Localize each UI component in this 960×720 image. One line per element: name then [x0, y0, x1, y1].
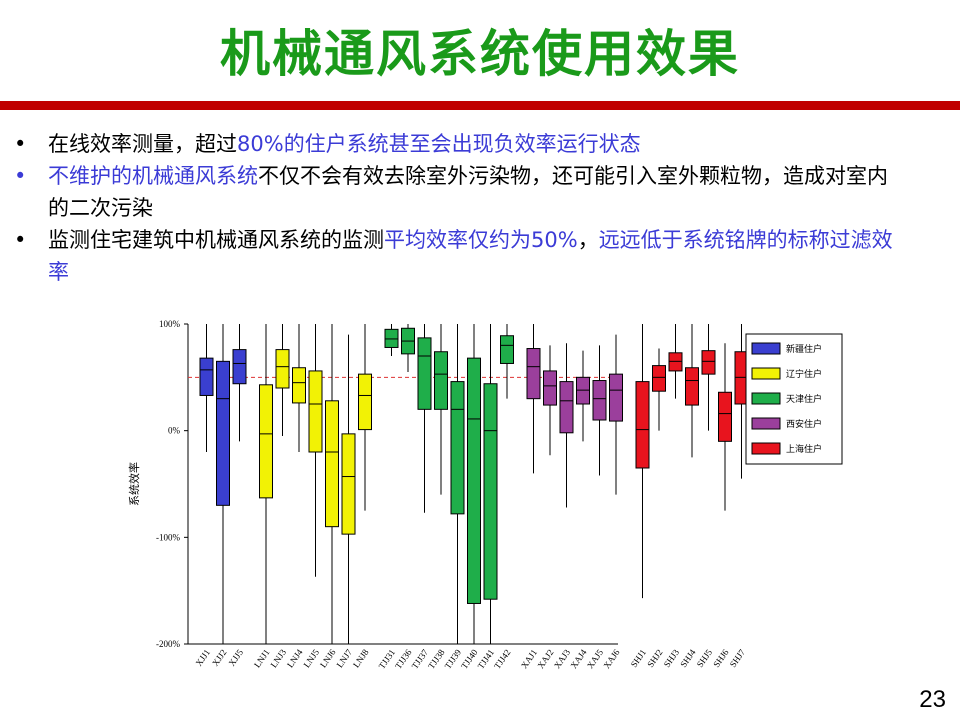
legend-swatch: [751, 367, 781, 380]
legend-label: 辽宁住户: [786, 368, 822, 379]
box-body: [543, 370, 557, 406]
x-tick-label: TJJ37: [410, 647, 431, 671]
box-body: [259, 384, 273, 499]
x-tick-label: SHJ7: [728, 647, 748, 669]
box-body: [341, 433, 356, 535]
x-tick-label: LNJ3: [268, 647, 288, 670]
box-body: [358, 373, 372, 431]
box-body: [232, 349, 247, 385]
box-body: [308, 370, 323, 453]
x-tick-label: TJJ38: [426, 647, 447, 671]
bullet-dot: •: [14, 228, 27, 252]
bullet-item: • 不维护的机械通风系统不仅不会有效去除室外污染物，还可能引入室外颗粒物，造成对…: [8, 160, 908, 224]
box-body: [467, 357, 481, 604]
box-body: [275, 349, 290, 389]
x-tick-label: XJJ5: [227, 647, 246, 668]
x-tick-label: TJJ31: [377, 647, 398, 670]
box-body: [500, 335, 514, 364]
x-tick-label: XJJ1: [194, 647, 213, 667]
x-tick-label: XAJ3: [552, 647, 573, 670]
y-axis-label: 系统效率: [127, 462, 141, 506]
x-tick-label: LNJ7: [334, 647, 354, 670]
x-tick-label: TJJ41: [476, 647, 497, 670]
box-body: [434, 351, 448, 410]
x-tick-label: TJJ40: [459, 647, 480, 671]
x-tick-label: TJJ42: [492, 647, 513, 670]
legend-swatch: [751, 392, 781, 405]
page-number: 23: [919, 686, 946, 713]
x-tick-label: LNJ4: [285, 647, 305, 670]
x-tick-label: LNJ6: [318, 647, 338, 670]
y-tick-label: 100%: [159, 319, 181, 329]
bullet-dot: •: [14, 164, 27, 188]
bullet-item: • 在线效率测量，超过80%的住户系统甚至会出现负效率运行状态: [8, 128, 908, 160]
x-tick-label: SHJ2: [645, 647, 664, 669]
y-tick-label: -100%: [156, 532, 180, 542]
slide-title: 机械通风系统使用效果: [220, 25, 740, 83]
x-tick-label: XAJ1: [519, 647, 539, 670]
y-tick-label: -200%: [156, 639, 180, 649]
legend-label: 西安住户: [786, 418, 822, 429]
bullet-text-segment: ，: [577, 228, 599, 252]
x-tick-label: SHJ1: [629, 647, 648, 669]
x-tick-label: SHJ3: [662, 647, 682, 669]
y-tick-label: 0%: [168, 426, 181, 436]
box-body: [685, 367, 699, 406]
box-body: [216, 360, 230, 506]
x-tick-label: SHJ4: [678, 647, 698, 669]
x-tick-label: TJJ39: [443, 647, 464, 671]
legend-label: 新疆住户: [786, 343, 822, 354]
box-body: [576, 376, 590, 405]
title-divider: [0, 101, 960, 110]
bullet-text-segment: 平均效率仅约为50%: [384, 228, 578, 252]
x-tick-label: TJJ36: [393, 647, 414, 671]
box-body: [718, 391, 732, 442]
box-body: [635, 381, 650, 469]
bullet-text-segment: 不维护的机械通风系统: [48, 164, 258, 188]
bullet-text-segment: 远远低于系统铭牌的标称过滤效率: [48, 228, 893, 284]
box-body: [559, 381, 574, 434]
x-tick-label: XAJ6: [601, 647, 622, 670]
box-body: [609, 373, 623, 422]
box-body: [325, 400, 339, 528]
x-tick-label: XJJ2: [210, 647, 229, 667]
bullet-item: • 监测住宅建筑中机械通风系统的监测平均效率仅约为50%，远远低于系统铭牌的标称…: [8, 224, 908, 288]
x-tick-label: XAJ5: [585, 647, 606, 670]
legend-swatch: [751, 342, 781, 355]
x-tick-label: SHJ6: [711, 647, 731, 669]
bullet-text-segment: 的住户系统甚至会出现负效率运行状态: [283, 132, 641, 156]
x-tick-label: LNJ8: [351, 647, 371, 670]
box-body: [292, 367, 306, 404]
bullet-list: • 在线效率测量，超过80%的住户系统甚至会出现负效率运行状态 • 不维护的机械…: [8, 128, 908, 288]
box-body: [526, 348, 541, 400]
box-body: [199, 357, 214, 396]
box-body: [592, 380, 607, 421]
box-body: [652, 365, 666, 392]
bullet-text-segment: 不仅不会有效去除室外污染物，还可能引入室外颗粒物，造成对室内的二次污染: [48, 164, 888, 220]
bullet-text-segment: 在线效率测量，超过: [48, 132, 237, 156]
box-body: [384, 328, 399, 348]
x-tick-label: SHJ5: [695, 647, 715, 669]
legend-swatch: [751, 417, 781, 430]
legend-label: 天津住户: [786, 393, 822, 404]
x-tick-label: XAJ2: [535, 647, 555, 670]
box-body: [483, 383, 498, 600]
bullet-text-segment: 80%: [237, 132, 284, 156]
box-body: [668, 352, 683, 372]
x-tick-label: XAJ4: [568, 647, 589, 670]
x-tick-label: LNJ1: [252, 647, 272, 669]
box-body: [701, 350, 716, 375]
box-body: [450, 381, 465, 515]
box-body: [417, 337, 432, 410]
legend-label: 上海住户: [786, 443, 822, 454]
bullet-dot: •: [14, 132, 27, 156]
x-tick-label: LNJ5: [301, 647, 321, 670]
legend-swatch: [751, 442, 781, 455]
bullet-text-segment: 监测住宅建筑中机械通风系统的监测: [48, 228, 384, 252]
